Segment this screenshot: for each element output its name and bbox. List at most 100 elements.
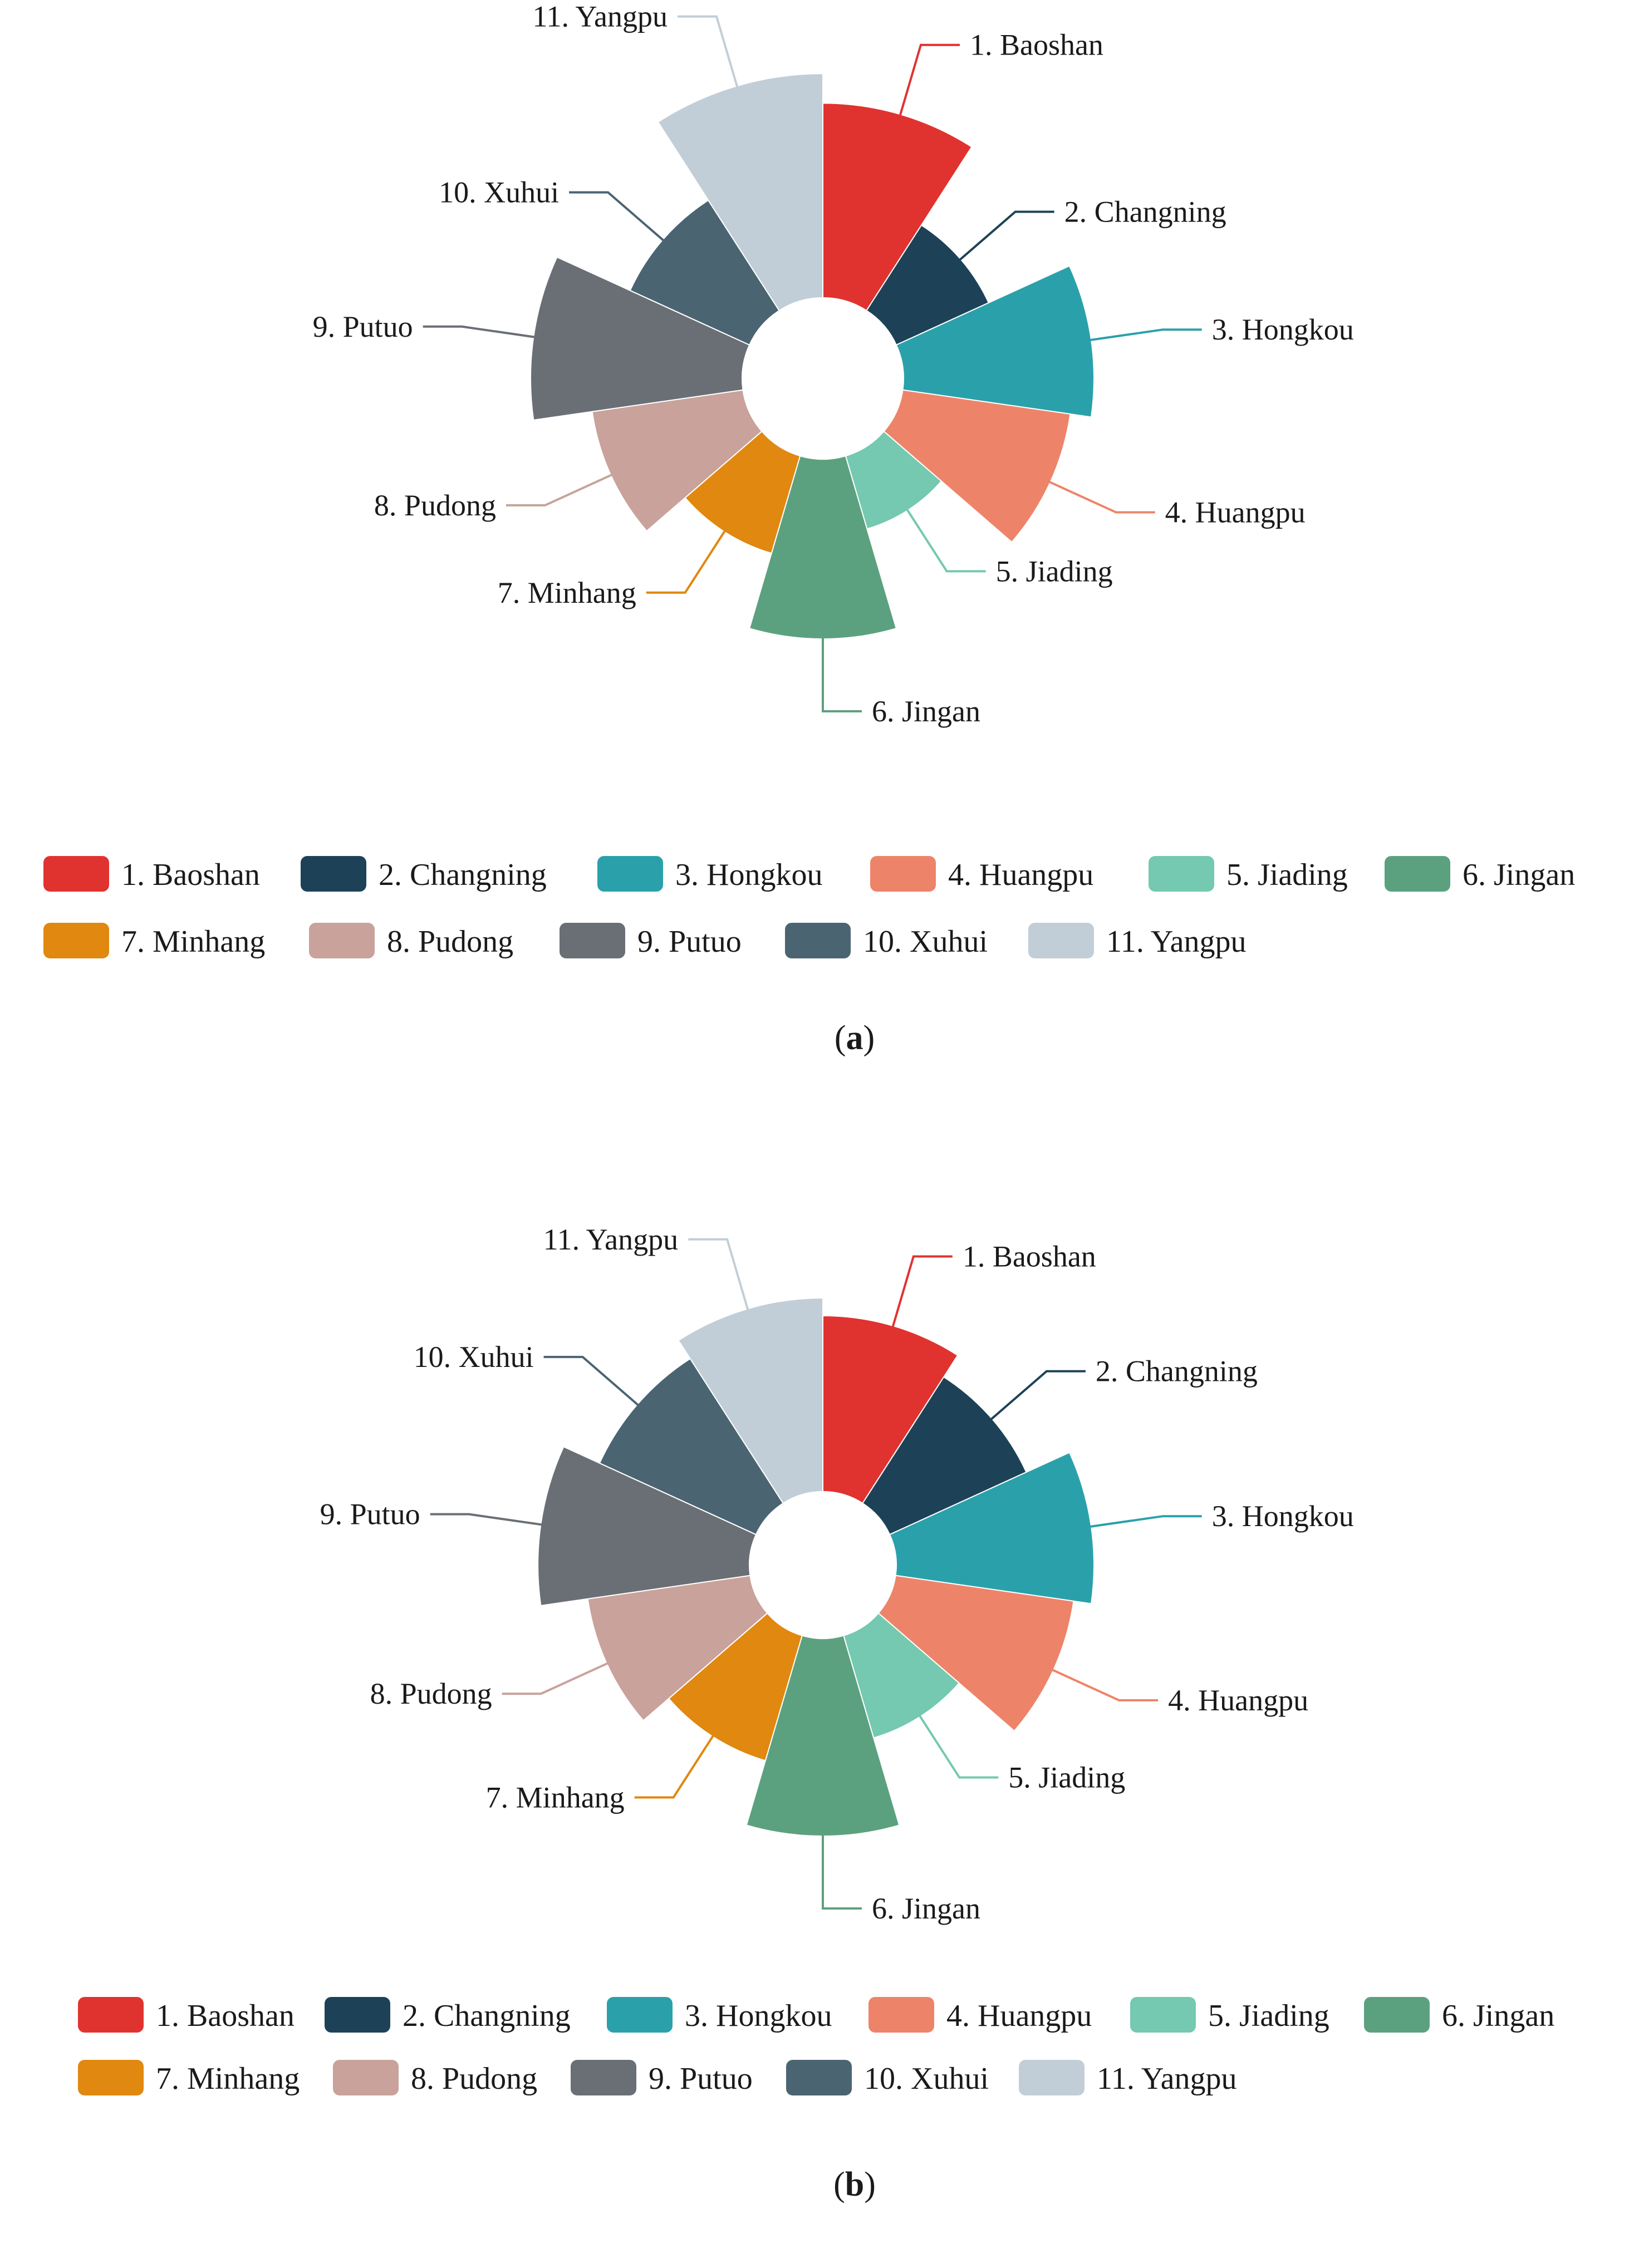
legend-item-1[interactable]: 1. Baoshan: [78, 1997, 295, 2033]
rose-wedge-3: [889, 1452, 1095, 1605]
leader-line-10: [543, 1356, 642, 1409]
leader-line-7: [634, 1731, 717, 1799]
leader-line-3: [1085, 1515, 1202, 1529]
legend-item-6[interactable]: 6. Jingan: [1364, 1997, 1554, 2033]
leader-line-6: [822, 1831, 862, 1910]
legend-item-5[interactable]: 5. Jiading: [1149, 856, 1348, 892]
legend-label: 11. Yangpu: [1106, 924, 1247, 959]
legend-swatch: [1149, 856, 1214, 892]
slice-label-4: 4. Huangpu: [1165, 496, 1306, 529]
legend-swatch: [1385, 856, 1450, 892]
legend-swatch: [868, 1997, 934, 2033]
legend-label: 6. Jingan: [1442, 1999, 1554, 2033]
legend-item-11[interactable]: 11. Yangpu: [1028, 923, 1247, 959]
legend-item-5[interactable]: 5. Jiading: [1130, 1997, 1329, 2033]
leader-line-4: [1044, 479, 1155, 514]
legend-swatch: [607, 1997, 673, 2033]
center-hole: [749, 1492, 896, 1639]
slice-label-3: 3. Hongkou: [1212, 1499, 1354, 1533]
legend-item-2[interactable]: 2. Changning: [301, 856, 547, 892]
legend-item-2[interactable]: 2. Changning: [325, 1997, 571, 2033]
slice-label-10: 10. Xuhui: [414, 1340, 534, 1374]
legend-label: 4. Huangpu: [948, 858, 1093, 892]
legend-swatch: [1028, 923, 1094, 958]
leader-line-2: [987, 1370, 1086, 1423]
slice-label-2: 2. Changning: [1064, 195, 1226, 228]
leader-line-9: [430, 1513, 547, 1527]
legend-item-4[interactable]: 4. Huangpu: [868, 1997, 1092, 2033]
slice-label-1: 1. Baoshan: [963, 1239, 1096, 1273]
leader-line-1: [897, 43, 960, 120]
slice-label-11: 11. Yangpu: [532, 0, 668, 33]
legend-label: 1. Baoshan: [121, 858, 260, 892]
rose-wedge-9: [537, 1446, 757, 1606]
chart-panel-a: 1. Baoshan 2. Changning 3. Hongkou 4. Huang…: [43, 0, 1575, 1057]
leader-line-5: [904, 505, 986, 573]
slice-label-9: 9. Putuo: [320, 1498, 420, 1531]
legend-item-7[interactable]: 7. Minhang: [43, 923, 265, 959]
leader-line-5: [916, 1711, 999, 1779]
legend-item-11[interactable]: 11. Yangpu: [1019, 2060, 1237, 2096]
legend-swatch: [309, 923, 375, 958]
legend-item-4[interactable]: 4. Huangpu: [870, 856, 1093, 892]
legend-item-10[interactable]: 10. Xuhui: [785, 923, 988, 959]
legend-swatch: [560, 923, 625, 958]
legend-swatch: [1364, 1997, 1430, 2033]
slice-label-6: 6. Jingan: [872, 1892, 980, 1925]
legend-label: 7. Minhang: [156, 2062, 300, 2096]
legend-label: 10. Xuhui: [864, 2062, 989, 2096]
legend-swatch: [43, 856, 109, 892]
slice-label-7: 7. Minhang: [498, 576, 636, 609]
legend-label: 3. Hongkou: [685, 1999, 832, 2033]
slice-label-9: 9. Putuo: [313, 310, 413, 343]
legend-item-1[interactable]: 1. Baoshan: [43, 856, 260, 892]
legend-label: 1. Baoshan: [156, 1999, 295, 2033]
legend-item-9[interactable]: 9. Putuo: [571, 2060, 753, 2096]
legend-item-3[interactable]: 3. Hongkou: [597, 856, 822, 892]
legend-label: 8. Pudong: [411, 2062, 537, 2096]
slice-label-6: 6. Jingan: [872, 695, 980, 728]
legend-item-7[interactable]: 7. Minhang: [78, 2060, 300, 2096]
leader-line-3: [1085, 328, 1202, 342]
legend-item-8[interactable]: 8. Pudong: [309, 923, 513, 959]
legend-label: 2. Changning: [403, 1999, 571, 2033]
panel-caption: (b): [833, 2166, 876, 2203]
legend-item-6[interactable]: 6. Jingan: [1385, 856, 1575, 892]
leader-line-2: [955, 210, 1054, 264]
slice-label-8: 8. Pudong: [370, 1677, 492, 1710]
legend-swatch: [870, 856, 936, 892]
legend-swatch: [1019, 2060, 1085, 2095]
legend-label: 10. Xuhui: [863, 924, 988, 959]
panel-caption: (a): [835, 1019, 875, 1057]
legend-label: 11. Yangpu: [1097, 2062, 1237, 2096]
legend: 1. Baoshan 2. Changning 3. Hongkou 4. Huang…: [43, 856, 1575, 959]
legend-item-10[interactable]: 10. Xuhui: [786, 2060, 989, 2096]
legend-label: 2. Changning: [379, 858, 547, 892]
legend-swatch: [786, 2060, 852, 2095]
legend-item-8[interactable]: 8. Pudong: [333, 2060, 537, 2096]
legend-label: 4. Huangpu: [946, 1999, 1092, 2033]
leader-line-9: [423, 325, 539, 339]
legend-swatch: [597, 856, 663, 892]
slice-label-5: 5. Jiading: [1008, 1761, 1125, 1794]
leader-line-1: [890, 1255, 953, 1332]
legend-label: 6. Jingan: [1463, 858, 1575, 892]
slice-label-1: 1. Baoshan: [970, 28, 1103, 62]
leader-line-7: [646, 526, 729, 594]
legend-swatch: [78, 1997, 144, 2033]
legend-item-9[interactable]: 9. Putuo: [560, 923, 742, 959]
legend-swatch: [1130, 1997, 1196, 2033]
rose-wedge-11: [678, 1297, 823, 1504]
legend-swatch: [325, 1997, 390, 2033]
legend-label: 7. Minhang: [121, 924, 265, 959]
legend-item-3[interactable]: 3. Hongkou: [607, 1997, 832, 2033]
slice-label-8: 8. Pudong: [374, 489, 496, 522]
slice-label-10: 10. Xuhui: [439, 176, 559, 209]
leader-line-4: [1048, 1667, 1159, 1702]
center-hole: [742, 298, 904, 459]
legend-label: 5. Jiading: [1226, 858, 1348, 892]
legend-swatch: [785, 923, 851, 958]
leader-line-6: [822, 633, 862, 712]
legend-swatch: [333, 2060, 399, 2095]
